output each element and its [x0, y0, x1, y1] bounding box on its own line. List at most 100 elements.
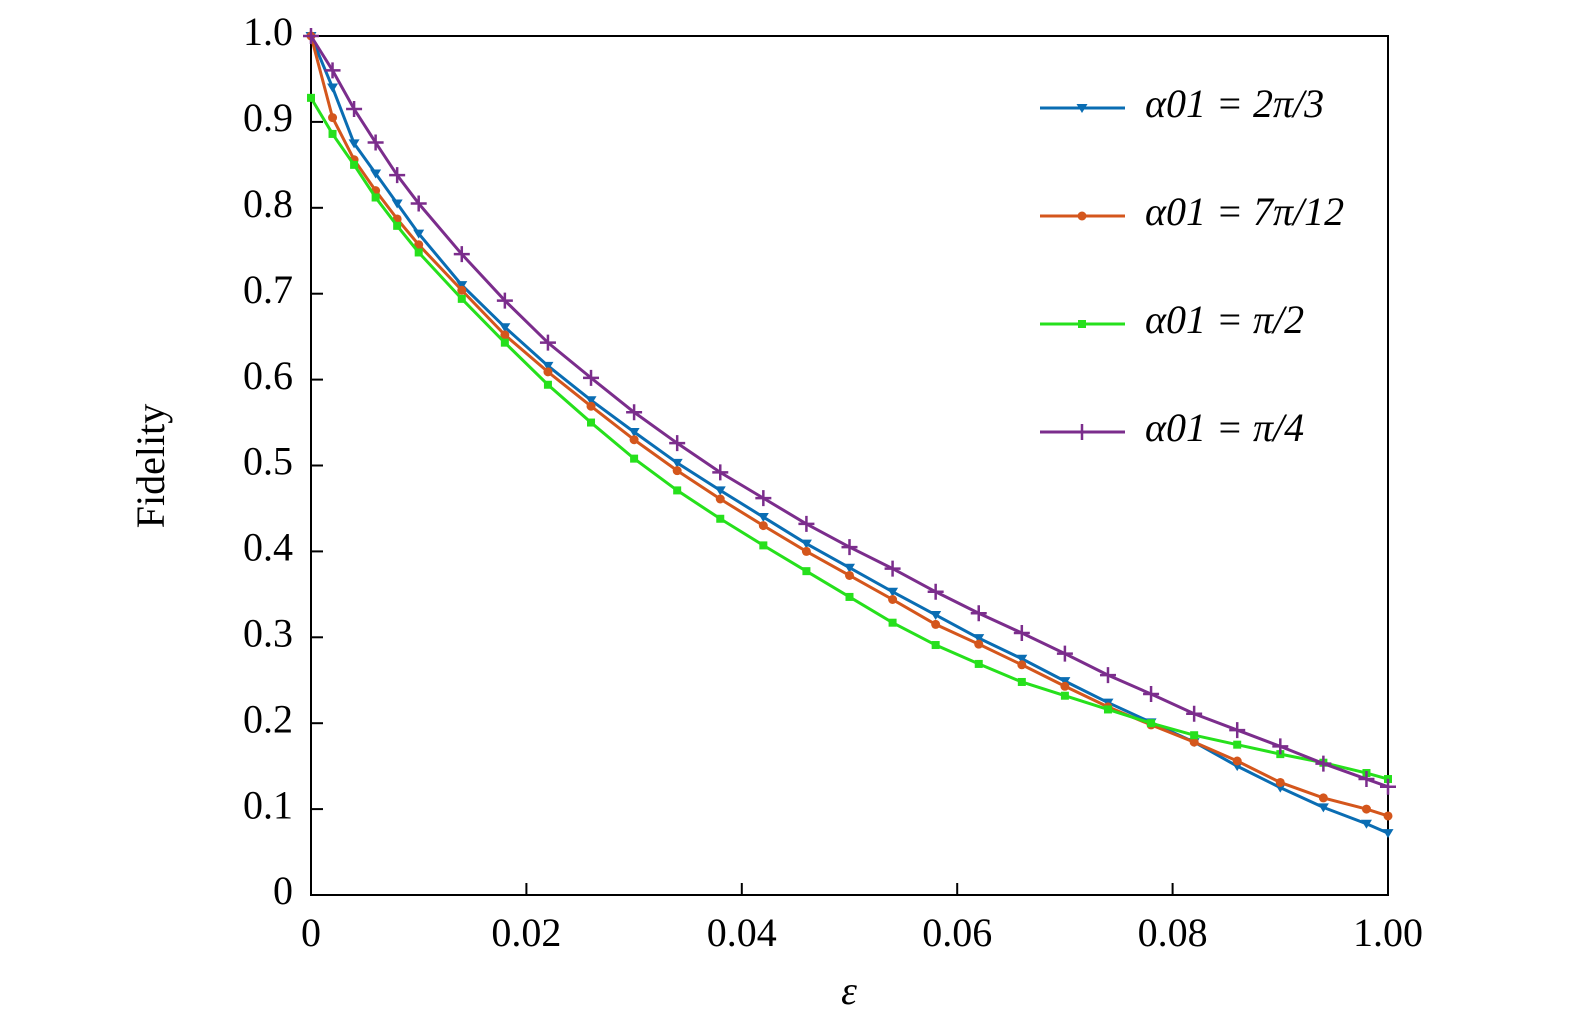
marker [414, 248, 423, 257]
marker [1229, 722, 1246, 739]
marker [755, 490, 772, 507]
marker [759, 541, 768, 550]
marker [348, 139, 360, 149]
marker [931, 641, 940, 650]
marker [371, 193, 380, 202]
marker [496, 292, 513, 309]
y-tick-label: 0.5 [243, 439, 293, 484]
x-tick-label: 0 [301, 910, 321, 955]
marker [1056, 645, 1073, 662]
marker [324, 62, 341, 79]
marker [1233, 740, 1242, 749]
marker [307, 93, 315, 102]
marker [970, 605, 987, 622]
marker [1186, 705, 1203, 722]
marker [1016, 654, 1028, 664]
marker [1383, 811, 1393, 821]
marker [1099, 667, 1116, 684]
legend-label: α01 = π/2 [1145, 297, 1304, 342]
x-tick-label: 1.00 [1353, 910, 1423, 955]
marker [1143, 685, 1160, 702]
marker [303, 28, 319, 44]
marker [888, 618, 897, 627]
legend-label: α01 = 7π/12 [1145, 189, 1344, 234]
marker [802, 567, 811, 576]
marker [328, 113, 338, 123]
marker [884, 560, 901, 577]
marker [539, 334, 556, 351]
marker [1147, 719, 1156, 728]
marker [927, 583, 944, 600]
y-tick-label: 0.2 [243, 696, 293, 741]
marker [844, 563, 855, 573]
marker [931, 619, 941, 629]
y-tick-label: 1.0 [243, 9, 293, 54]
marker [391, 199, 403, 209]
marker [350, 160, 359, 169]
marker [626, 404, 643, 421]
marker [630, 454, 639, 463]
marker [585, 396, 597, 406]
marker [800, 539, 812, 549]
marker [714, 486, 726, 496]
marker [974, 639, 984, 649]
marker [1360, 819, 1372, 829]
marker [628, 427, 640, 437]
marker [757, 513, 769, 523]
plot-frame [310, 35, 1389, 896]
marker [1318, 793, 1328, 803]
y-axis-label: Fidelity [128, 404, 173, 528]
marker [845, 592, 854, 601]
legend-label: α01 = 2π/3 [1145, 81, 1324, 126]
y-tick-label: 0 [273, 868, 293, 913]
marker [1315, 755, 1332, 772]
marker [845, 570, 854, 580]
marker [370, 169, 382, 179]
marker [543, 380, 552, 389]
marker [712, 464, 729, 481]
marker [669, 435, 686, 452]
x-tick-label: 0.06 [922, 910, 992, 955]
marker [453, 246, 470, 263]
marker [801, 546, 811, 556]
marker [758, 521, 768, 531]
marker [629, 435, 639, 445]
x-tick-label: 0.08 [1138, 910, 1208, 955]
y-tick-label: 0.8 [243, 181, 293, 226]
marker [500, 338, 509, 347]
marker [1272, 738, 1289, 755]
marker [841, 539, 858, 556]
y-tick-label: 0.1 [243, 782, 293, 827]
marker [1361, 804, 1371, 814]
marker [456, 281, 468, 291]
marker [1232, 756, 1242, 766]
marker [393, 221, 402, 230]
marker [367, 134, 384, 151]
marker [499, 323, 511, 333]
y-tick-label: 0.4 [243, 525, 293, 570]
marker [673, 486, 682, 495]
marker [413, 229, 425, 239]
marker [887, 587, 899, 597]
marker [327, 83, 339, 93]
marker [410, 195, 427, 212]
marker [1189, 737, 1199, 747]
marker [414, 240, 424, 250]
marker [716, 514, 725, 523]
marker [1013, 625, 1030, 642]
marker [1078, 320, 1086, 328]
legend-entry: α01 = π/4 [1040, 405, 1304, 450]
marker [542, 361, 554, 371]
legend-label: α01 = π/4 [1145, 405, 1304, 450]
x-tick-label: 0.04 [707, 910, 777, 955]
x-tick-label: 0.02 [491, 910, 561, 955]
marker [1190, 731, 1199, 740]
marker [457, 285, 467, 295]
marker [1060, 691, 1069, 700]
marker [1380, 778, 1396, 795]
marker [1017, 660, 1027, 670]
marker [583, 369, 600, 386]
marker [1103, 705, 1112, 714]
y-tick-label: 0.9 [243, 95, 293, 140]
marker [888, 595, 898, 605]
